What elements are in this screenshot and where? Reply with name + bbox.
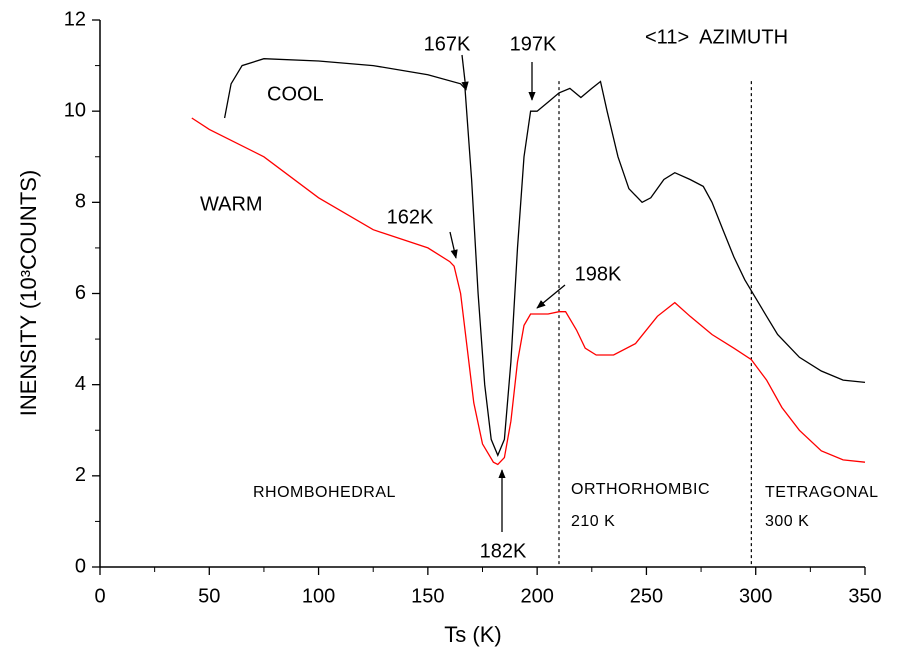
data-line: [191, 117, 866, 466]
y-tick-label: 6: [75, 282, 86, 304]
arrow: [461, 54, 469, 91]
annotation: 210 K: [571, 513, 615, 530]
arrow: [449, 231, 458, 259]
annotation: 197K: [510, 33, 557, 55]
x-tick-label: 150: [411, 585, 444, 607]
annotation: 167K: [424, 33, 471, 55]
x-tick-label: 350: [848, 585, 881, 607]
annotation: 198K: [575, 263, 622, 285]
annotation: 182K: [480, 540, 527, 562]
x-tick-label: 50: [198, 585, 220, 607]
y-tick-label: 0: [75, 555, 86, 577]
y-tick-label: 10: [64, 99, 86, 121]
annotation: ORTHORHOMBIC: [571, 481, 710, 498]
x-tick-label: 0: [94, 585, 105, 607]
series-label: WARM: [200, 193, 263, 215]
annotation: 300 K: [765, 513, 809, 530]
x-tick-label: 300: [739, 585, 772, 607]
annotation: RHOMBOHEDRAL: [253, 484, 396, 501]
y-tick-label: 8: [75, 191, 86, 213]
x-tick-label: 100: [302, 585, 335, 607]
annotation: 162K: [387, 206, 434, 228]
x-tick-label: 200: [520, 585, 553, 607]
data-line: [223, 58, 866, 457]
x-tick-label: 250: [630, 585, 663, 607]
series-label: COOL: [267, 83, 324, 105]
annotation: TETRAGONAL: [765, 484, 878, 501]
annotation: <11> AZIMUTH: [645, 26, 788, 48]
y-tick-label: 4: [75, 373, 86, 395]
y-tick-label: 12: [64, 8, 86, 30]
y-axis-label: INENSITY (10³COUNTS): [16, 170, 41, 417]
x-axis-label: Ts (K): [444, 622, 501, 647]
y-tick-label: 2: [75, 464, 86, 486]
arrows: [449, 54, 566, 532]
arrow: [536, 284, 566, 309]
